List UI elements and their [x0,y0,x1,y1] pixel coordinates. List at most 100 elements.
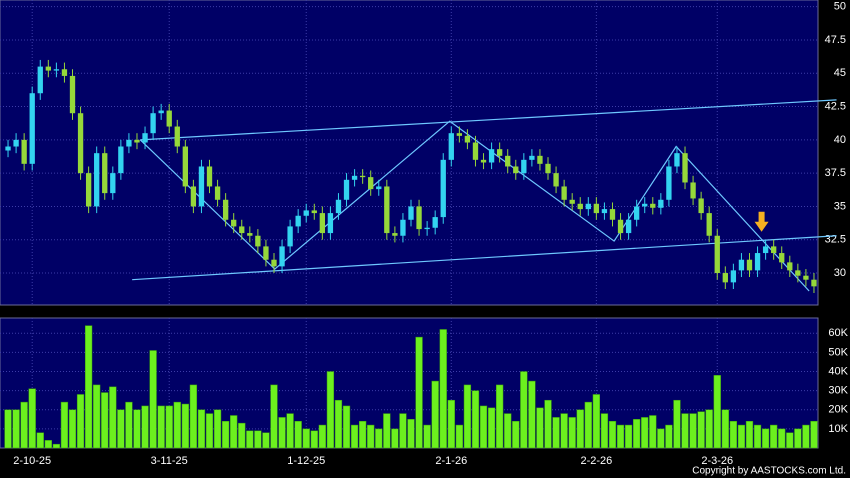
volume-bar [463,384,472,449]
y-tick-label: 35 [834,200,846,212]
candle-body [359,175,366,178]
candle-body [513,166,519,174]
volume-bar [294,420,302,449]
candle-body [795,270,801,276]
volume-bar [641,417,649,449]
volume-bar [181,403,189,449]
candle-body [222,199,229,220]
volume-bar [36,432,44,449]
candle-body [335,199,342,214]
y-tick-label: 37.5 [825,167,846,179]
candle-body [730,270,737,283]
candle-body [118,146,124,174]
volume-bar [302,428,310,449]
candle-body [174,126,180,147]
volume-bar [721,409,729,449]
candle-body [392,233,398,236]
candle-body [432,217,438,228]
volume-bar [28,388,36,449]
candle-body [319,213,326,234]
candle-body [13,139,19,147]
candle-body [666,166,672,200]
volume-bar [254,430,262,449]
volume-bar [552,417,560,449]
volume-tick-label: 40K [828,365,848,377]
volume-bar [221,420,230,449]
candle-body [456,133,463,136]
candle-body [376,186,382,190]
candle-body [488,149,495,163]
trend-line [140,99,837,141]
volume-bar [487,407,496,449]
volume-bar [761,428,770,449]
candle-body [239,226,245,234]
volume-bar [528,380,536,449]
volume-bar [455,424,463,449]
volume-bar [608,420,617,449]
volume-bar [713,375,721,449]
volume-bar [383,413,391,449]
candle-body [77,113,84,174]
volume-bar [12,409,20,449]
candle-body [746,259,753,271]
volume-bar [375,428,383,449]
volume-bar [810,420,818,449]
volume-bar [560,413,568,449]
volume-bar [141,405,149,449]
volume-bar [157,405,165,449]
volume-bar [737,424,746,449]
volume-bar [270,384,278,449]
candle-body [577,203,583,210]
volume-bar [576,409,584,449]
candle-body [206,166,213,187]
volume-bar [689,413,697,449]
y-tick-label: 42.5 [825,100,846,112]
volume-tick-label: 50K [828,346,848,358]
candle-body [521,159,527,174]
x-tick-label: 1-12-25 [287,455,325,467]
volume-bar [536,407,544,449]
volume-bar [407,419,415,449]
volume-bar [44,440,52,449]
candle-body [384,186,390,234]
candle-body [682,153,688,183]
volume-bar [310,430,318,449]
volume-bar [165,405,173,449]
x-tick-label: 2-1-26 [435,455,467,467]
volume-bar [802,424,810,449]
x-tick-label: 2-2-26 [580,455,612,467]
volume-bar [84,325,93,449]
candle-body [214,186,221,200]
volume-bar [125,401,133,449]
volume-bar [600,413,609,449]
volume-bar [753,424,762,449]
volume-bar [633,419,641,449]
volume-bar [101,392,109,449]
candle-body [609,209,616,220]
volume-bar [4,409,12,449]
candle-body [537,155,543,164]
volume-bar [350,424,359,449]
candle-body [61,69,68,76]
volume-bar [197,409,206,449]
candle-body [674,153,680,167]
y-tick-label: 45 [834,67,846,79]
candle-body [5,146,11,151]
candle-body [722,273,728,283]
candle-body [271,259,277,267]
candle-body [45,66,51,71]
candle-body [279,246,285,267]
volume-bar [504,413,512,449]
candle-body [190,186,197,207]
volume-bar [770,424,778,449]
volume-bar [657,428,665,449]
volume-bar [205,413,214,449]
volume-bar [439,329,447,449]
volume-bar [431,380,439,449]
volume-bar [479,405,488,449]
volume-bar [326,371,335,449]
candle-body [464,135,471,143]
volume-bar [697,411,705,449]
candle-body [327,213,334,234]
candle-body [787,262,793,271]
